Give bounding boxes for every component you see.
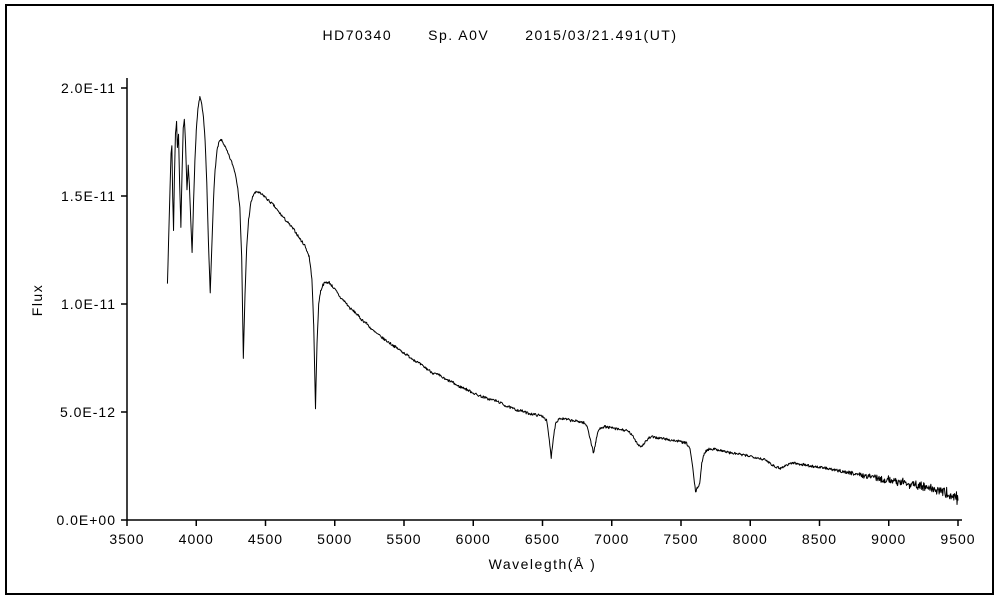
y-tick-label: 2.0E-11 [61, 80, 116, 96]
x-tick-label: 7500 [663, 531, 698, 547]
object-name: HD70340 [322, 27, 393, 43]
x-axis-label: Wavelegth(Å ) [488, 556, 597, 572]
y-tick-label: 0.0E+00 [56, 512, 116, 528]
x-tick-label: 6000 [456, 531, 491, 547]
y-tick-label: 1.5E-11 [61, 188, 116, 204]
y-tick-label: 1.0E-11 [61, 296, 116, 312]
figure-border [5, 4, 994, 595]
x-tick-label: 9000 [871, 531, 906, 547]
x-tick-label: 5500 [386, 531, 421, 547]
x-tick-label: 4500 [248, 531, 283, 547]
spectral-type: Sp. A0V [428, 27, 490, 43]
x-tick-label: 8500 [802, 531, 837, 547]
x-tick-label: 8000 [733, 531, 768, 547]
observation-datetime: 2015/03/21.491(UT) [525, 27, 678, 43]
x-tick-label: 9500 [940, 531, 975, 547]
x-tick-label: 3500 [109, 531, 144, 547]
x-tick-label: 6500 [525, 531, 560, 547]
y-tick-label: 5.0E-12 [60, 404, 116, 420]
spectrum-line [166, 96, 959, 505]
x-tick-label: 7000 [594, 531, 629, 547]
x-tick-label: 5000 [317, 531, 352, 547]
plot-title: HD70340 Sp. A0V 2015/03/21.491(UT) [0, 27, 1000, 43]
x-tick-label: 4000 [179, 531, 214, 547]
